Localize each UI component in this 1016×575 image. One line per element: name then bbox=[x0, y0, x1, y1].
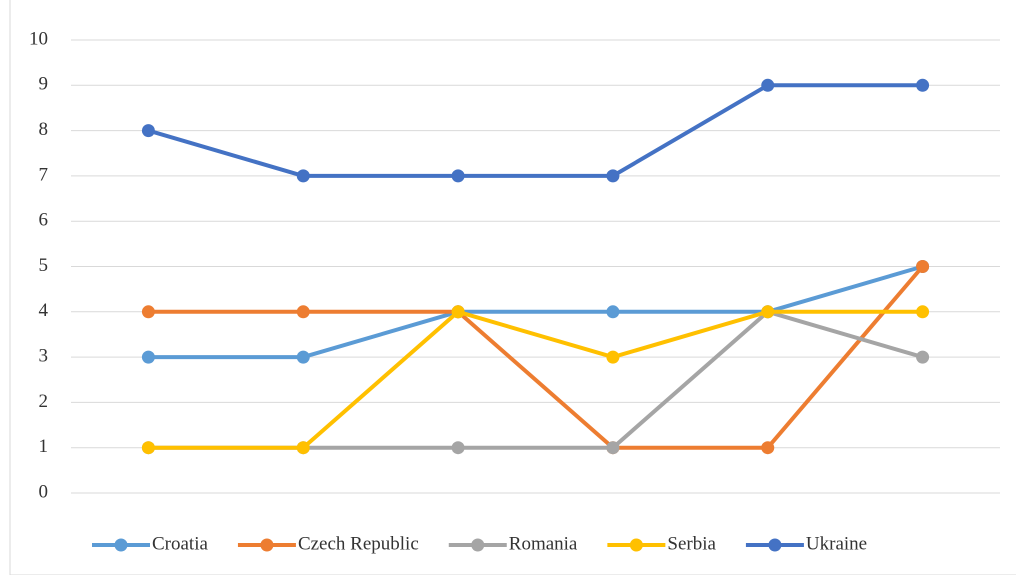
data-point bbox=[606, 441, 620, 455]
data-point bbox=[296, 441, 310, 455]
data-point bbox=[141, 305, 155, 319]
data-point bbox=[916, 260, 930, 273]
series-line bbox=[148, 264, 924, 360]
legend-marker bbox=[260, 538, 274, 552]
data-point bbox=[606, 350, 620, 364]
data-point bbox=[606, 305, 620, 319]
data-point bbox=[916, 350, 930, 364]
y-tick-label: 1 bbox=[39, 436, 49, 457]
data-point bbox=[606, 169, 620, 183]
data-point bbox=[451, 441, 465, 455]
series-line bbox=[148, 309, 923, 450]
legend-marker bbox=[471, 538, 485, 552]
y-tick-label: 2 bbox=[39, 391, 49, 412]
series-line bbox=[148, 265, 925, 450]
y-tick-label: 7 bbox=[39, 164, 49, 185]
data-point bbox=[296, 169, 310, 183]
legend-label: Romania bbox=[509, 533, 578, 554]
data-point bbox=[296, 305, 310, 319]
legend-marker bbox=[768, 538, 782, 552]
legend-label: Czech Republic bbox=[298, 533, 419, 554]
legend-label: Serbia bbox=[667, 533, 716, 554]
data-point bbox=[916, 305, 930, 319]
legend-marker bbox=[629, 538, 643, 552]
data-point bbox=[296, 350, 310, 364]
y-tick-label: 0 bbox=[39, 481, 49, 502]
data-point bbox=[141, 350, 155, 364]
data-point bbox=[141, 124, 155, 138]
y-tick-label: 3 bbox=[39, 345, 49, 366]
legend-label: Croatia bbox=[152, 533, 208, 554]
data-point bbox=[761, 441, 775, 455]
legend-marker bbox=[114, 538, 128, 552]
data-point bbox=[761, 305, 775, 319]
data-point bbox=[451, 169, 465, 183]
y-tick-label: 10 bbox=[29, 28, 48, 49]
y-tick-label: 9 bbox=[39, 74, 49, 95]
legend-label: Ukraine bbox=[806, 533, 867, 554]
y-tick-label: 4 bbox=[39, 300, 49, 321]
chart-frame bbox=[9, 0, 1016, 575]
y-tick-label: 8 bbox=[39, 119, 49, 140]
data-point bbox=[761, 78, 775, 92]
y-tick-label: 5 bbox=[39, 255, 49, 276]
data-point bbox=[141, 441, 155, 455]
y-tick-label: 6 bbox=[39, 210, 49, 231]
data-point bbox=[451, 305, 465, 319]
series-line bbox=[147, 83, 923, 178]
data-point bbox=[916, 78, 930, 92]
